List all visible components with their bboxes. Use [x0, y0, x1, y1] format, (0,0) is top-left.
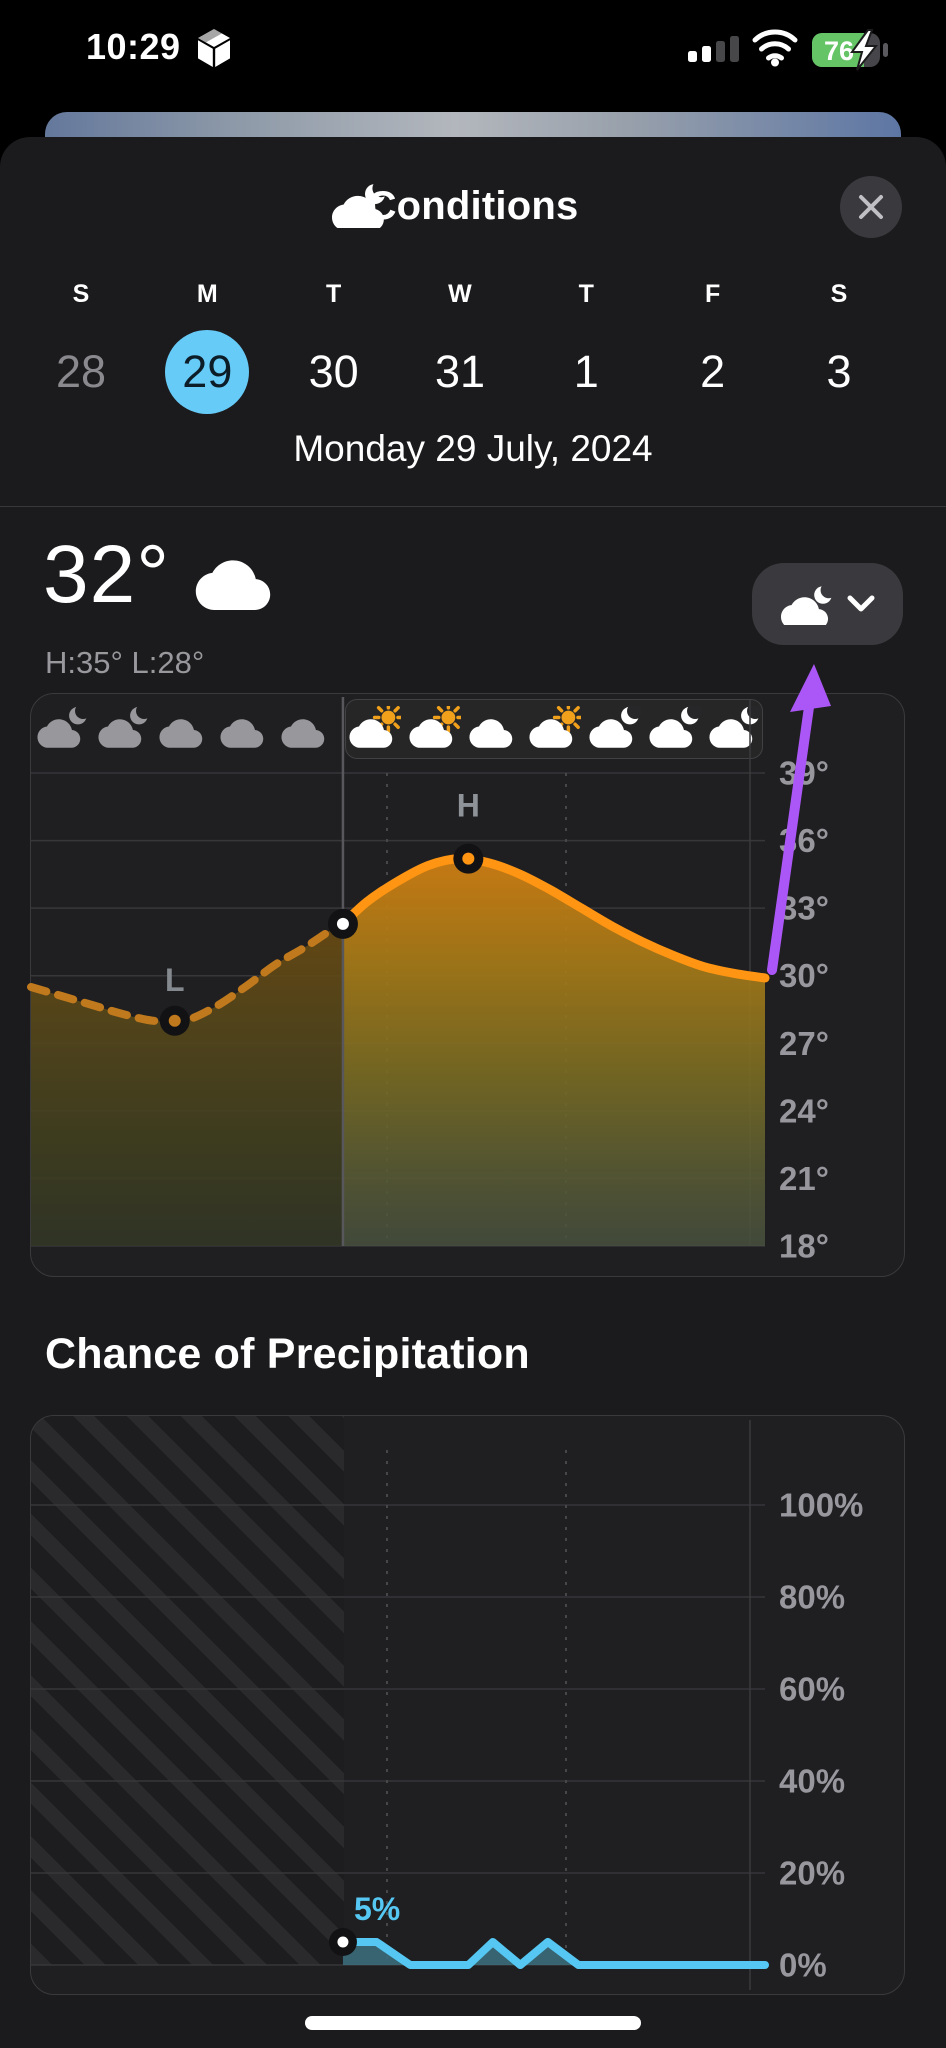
day-cell-2[interactable]: 2 [700, 346, 726, 397]
cloudy-icon [332, 182, 390, 228]
day-cell-28[interactable]: 28 [55, 346, 107, 397]
cloudy-icon [781, 585, 836, 625]
cloud-icon [279, 706, 333, 757]
sheet-title: Conditions [367, 184, 579, 228]
cloud-moon-icon [707, 702, 764, 757]
x-icon [859, 195, 883, 219]
metric-dropdown-button[interactable] [752, 563, 903, 645]
day-letter: M [196, 280, 218, 308]
day-cell-31[interactable]: 31 [434, 346, 486, 397]
cloud-moon-icon [587, 702, 644, 757]
current-temperature: 32° [43, 529, 171, 620]
day-letter: F [705, 280, 721, 308]
day-letter: S [830, 280, 848, 308]
signal-icon [688, 36, 739, 62]
sun-cloud-icon [347, 701, 404, 757]
cloud-moon-icon [647, 702, 704, 757]
day-letter: T [578, 280, 594, 308]
selected-date-label: Monday 29 July, 2024 [293, 428, 653, 469]
temperature-chart-card[interactable] [30, 693, 905, 1277]
high-low-label: H:35° L:28° [45, 645, 205, 680]
home-indicator[interactable] [305, 2016, 641, 2030]
cloud-icon [218, 706, 272, 757]
cloud-icon [157, 706, 211, 757]
day-letter: S [72, 280, 90, 308]
status-bar: 10:29 76 [0, 0, 946, 100]
wifi-icon [752, 29, 798, 67]
chevron-down-icon [847, 595, 875, 612]
clock: 10:29 [86, 26, 181, 67]
day-letter: T [326, 280, 342, 308]
cloud-icon [195, 560, 271, 610]
day-cell-3[interactable]: 3 [826, 346, 852, 397]
precipitation-chart-card[interactable] [30, 1415, 905, 1995]
cloud-icon [467, 706, 521, 757]
past-hours-hatched-region [31, 1416, 344, 1965]
cloud-moon-icon [35, 702, 92, 757]
battery-percent-text: 76 [824, 36, 854, 66]
status-icons: 76 [688, 29, 888, 71]
package-icon [198, 29, 230, 67]
day-letter: W [448, 280, 472, 308]
sun-cloud-icon [407, 701, 464, 757]
day-cell-29[interactable]: 29 [165, 330, 250, 414]
precipitation-section-title: Chance of Precipitation [45, 1330, 530, 1378]
close-button[interactable] [840, 176, 902, 238]
day-cell-30[interactable]: 30 [308, 346, 359, 397]
forecast-icons-highlight-box [345, 699, 763, 759]
day-cell-1[interactable]: 1 [573, 346, 599, 397]
divider [0, 506, 946, 507]
cloud-moon-icon [96, 702, 153, 757]
sun-cloud-icon [527, 701, 584, 757]
battery-icon: 76 [812, 29, 888, 71]
